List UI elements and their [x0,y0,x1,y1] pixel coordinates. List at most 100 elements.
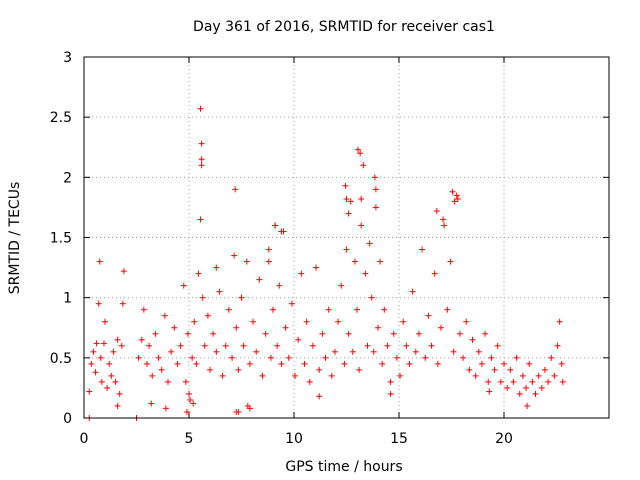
data-point [372,204,379,211]
data-point [116,390,123,397]
data-point [335,318,342,325]
data-point [371,174,378,181]
data-point [409,288,416,295]
data-point [198,140,205,147]
data-point [199,294,206,301]
data-point [189,354,196,361]
data-point [158,366,165,373]
data-point [316,393,323,400]
data-point [216,288,223,295]
data-point [140,306,147,313]
data-point [387,390,394,397]
data-point [370,348,377,355]
data-point [349,348,356,355]
data-point [403,342,410,349]
y-tick-label: 0.5 [50,351,72,367]
data-point [397,372,404,379]
data-point [148,400,155,407]
data-point [197,216,204,223]
data-point [356,366,363,373]
data-point [278,360,285,367]
data-point [180,282,187,289]
data-point [213,264,220,271]
data-point [97,354,104,361]
data-point [478,360,485,367]
data-point [434,360,441,367]
data-point [450,348,457,355]
data-point [379,360,386,367]
data-point [118,342,125,349]
grid [84,57,609,418]
data-point [316,366,323,373]
data-point [246,360,253,367]
data-point [88,360,95,367]
data-point [244,402,251,409]
data-point [449,188,456,195]
data-point [309,342,316,349]
data-point [472,372,479,379]
data-point [155,354,162,361]
data-point [541,366,548,373]
y-tick-label: 3 [63,50,72,66]
data-point [149,372,156,379]
data-point [431,270,438,277]
data-point [556,318,563,325]
data-point [351,258,358,265]
x-tick-label: 20 [495,431,513,447]
data-point [387,378,394,385]
data-point [460,354,467,361]
data-point [303,318,310,325]
data-point [182,378,189,385]
data-point [265,258,272,265]
data-point [440,216,447,223]
data-point [345,330,352,337]
data-point [270,306,276,313]
data-point [451,198,458,205]
data-point [551,372,558,379]
data-point [119,300,126,307]
data-point [390,330,397,337]
y-tick-label: 1 [63,291,72,307]
data-point [510,378,517,385]
data-point [532,390,539,397]
data-point [231,252,238,259]
data-point [90,348,97,355]
data-point [469,336,476,343]
data-point [174,360,181,367]
data-point [168,348,175,355]
x-axis-label: GPS time / hours [285,459,402,475]
data-point [265,246,272,253]
data-point [183,408,190,415]
data-point [298,270,305,277]
data-point [338,282,345,289]
data-point [558,360,565,367]
data-point [441,222,448,229]
y-axis-label: SRMTID / TECUs [7,182,23,295]
x-tick-label: 0 [80,431,89,447]
data-point [267,354,274,361]
data-point [243,258,250,265]
data-point [102,318,108,325]
data-point [110,348,117,355]
data-point [278,228,285,235]
data-point [355,146,362,153]
data-point [222,342,229,349]
data-point [235,408,242,415]
data-point [295,336,302,343]
data-point [250,318,257,325]
data-point [362,270,369,277]
data-point [146,342,153,349]
data-point [415,330,422,337]
data-point [354,306,360,313]
data-point [322,354,329,361]
y-tick-label: 2.5 [50,110,72,126]
data-point [233,324,240,331]
data-point [491,366,498,373]
data-point [485,378,492,385]
chart-title: Day 361 of 2016, SRMTID for receiver cas… [193,19,495,35]
data-point [428,342,435,349]
data-point [422,354,429,361]
data-point [210,330,217,337]
data-point [253,348,260,355]
